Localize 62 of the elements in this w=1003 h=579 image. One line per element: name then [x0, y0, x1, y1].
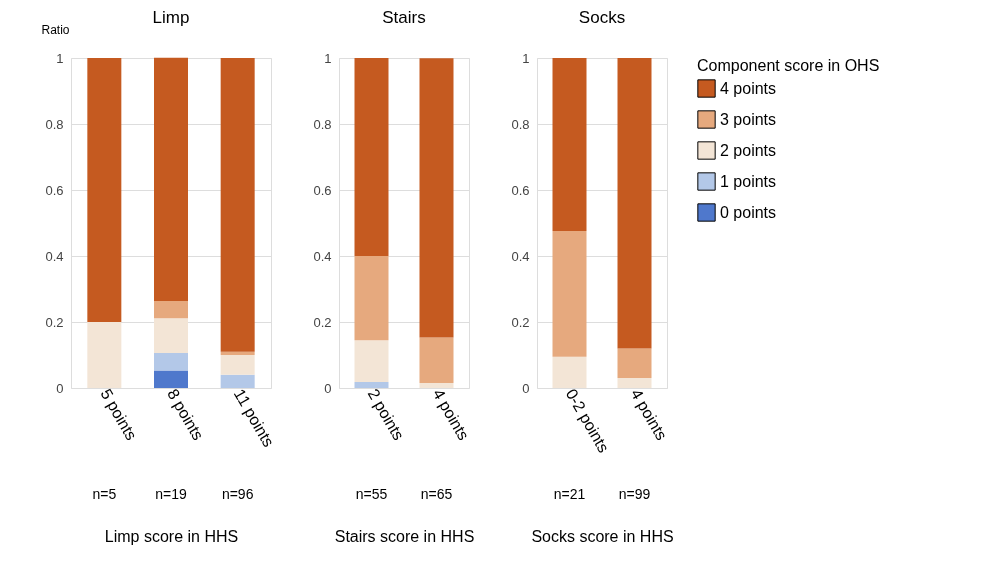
bar: [617, 58, 652, 349]
text: n=5: [92, 486, 117, 502]
y-tick-label: 1: [522, 50, 530, 66]
y-tick-label: 0: [324, 380, 332, 396]
bar: [419, 58, 454, 338]
bar: [87, 58, 122, 322]
bar: [354, 340, 389, 383]
x-axis-title: Socks score in HHS: [531, 527, 674, 545]
bar: [354, 382, 389, 388]
bar: [220, 355, 255, 375]
chart-title: Limp: [152, 8, 190, 27]
bar: [552, 356, 587, 388]
y-tick-label: 0.6: [313, 182, 332, 198]
bar: [154, 57, 188, 301]
text: n=65: [420, 486, 453, 502]
bar: [87, 322, 122, 388]
bar: [220, 374, 255, 388]
legend-label: 4 points: [720, 79, 777, 97]
y-tick-label: 1: [324, 50, 332, 66]
bar: [419, 337, 454, 384]
y-tick-label: 0.8: [313, 116, 332, 132]
legend-label: 2 points: [720, 141, 777, 159]
y-tick-label: 0.8: [511, 116, 530, 132]
bar: [354, 256, 389, 341]
text: n=96: [221, 486, 254, 502]
y-tick-label: 0.6: [511, 182, 530, 198]
x-axis-title: Stairs score in HHS: [334, 527, 475, 545]
bar: [154, 300, 188, 319]
bar: [220, 351, 255, 355]
bar: [154, 318, 188, 354]
text: n=21: [553, 486, 586, 502]
bar: [354, 58, 389, 256]
y-tick-label: 0: [522, 380, 530, 396]
y-axis-title: Ratio: [41, 22, 70, 37]
legend-label: 1 points: [720, 172, 777, 190]
y-tick-label: 0.2: [45, 314, 64, 330]
bar: [220, 58, 255, 352]
y-tick-label: 0.2: [511, 314, 530, 330]
legend-title: Component score in OHS: [697, 57, 880, 74]
y-tick-label: 0.2: [313, 314, 332, 330]
y-tick-label: 0.4: [511, 248, 530, 264]
bar: [154, 370, 188, 388]
legend-label: 3 points: [720, 110, 777, 128]
y-tick-label: 0.4: [313, 248, 332, 264]
bar: [552, 58, 587, 231]
bar: [552, 230, 587, 357]
text: n=99: [618, 486, 651, 502]
y-tick-label: 0: [56, 380, 64, 396]
text: n=19: [155, 486, 187, 502]
y-tick-label: 1: [56, 50, 64, 66]
x-axis-title: Limp score in HHS: [104, 527, 239, 545]
y-tick-label: 0.4: [45, 248, 64, 264]
bar: [617, 378, 652, 388]
y-tick-label: 0.8: [45, 116, 64, 132]
bar: [617, 348, 652, 379]
bar: [419, 383, 454, 388]
chart-title: Socks: [578, 8, 626, 27]
chart-title: Stairs: [382, 8, 426, 27]
legend-label: 0 points: [720, 203, 777, 221]
y-tick-label: 0.6: [45, 182, 64, 198]
bar: [154, 353, 188, 371]
text: n=55: [355, 486, 388, 502]
